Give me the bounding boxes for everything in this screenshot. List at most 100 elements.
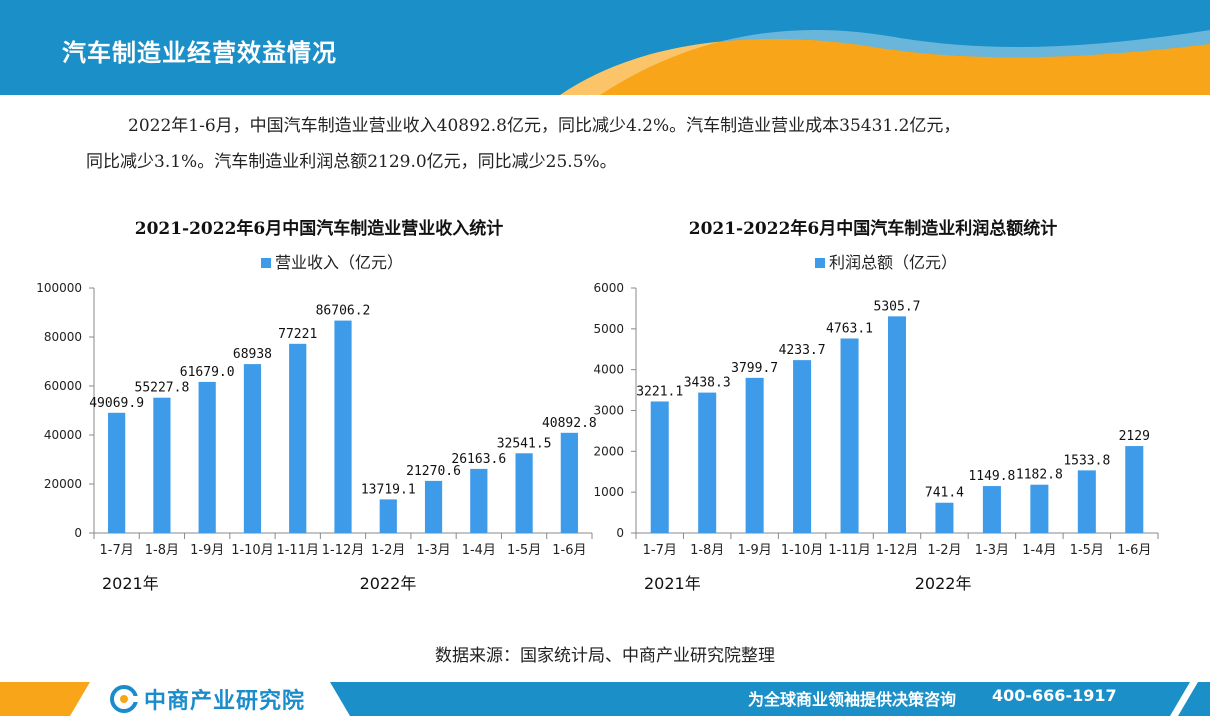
bar	[198, 381, 216, 533]
logo-icon	[110, 685, 138, 713]
x-tick-label: 1-7月	[100, 543, 134, 558]
bar	[108, 412, 126, 533]
x-tick-label: 1-10月	[231, 543, 274, 558]
y-tick-label: 100000	[36, 281, 82, 295]
year-label-2021: 2021年	[102, 574, 159, 593]
summary-line-1: 2022年1-6月，中国汽车制造业营业收入40892.8亿元，同比减少4.2%。…	[128, 116, 961, 136]
x-tick-label: 1-2月	[927, 543, 961, 558]
x-tick-label: 1-3月	[975, 543, 1009, 558]
y-tick-label: 6000	[593, 281, 624, 295]
bar	[560, 432, 578, 533]
y-tick-label: 0	[74, 526, 82, 540]
year-label-2022: 2022年	[360, 574, 417, 593]
y-tick-label: 2000	[593, 444, 624, 458]
data-label: 61679.0	[180, 365, 235, 380]
summary-text: 2022年1-6月，中国汽车制造业营业收入40892.8亿元，同比减少4.2%。…	[86, 108, 1166, 180]
bar	[1077, 470, 1096, 533]
x-tick-label: 1-10月	[781, 543, 824, 558]
bar	[1125, 446, 1144, 533]
data-label: 86706.2	[316, 304, 371, 319]
data-label: 2129	[1119, 429, 1150, 444]
footer-phone: 400-666-1917	[992, 686, 1117, 705]
summary-line-2: 同比减少3.1%。汽车制造业利润总额2129.0亿元，同比减少25.5%。	[86, 152, 617, 172]
data-label: 1149.8	[968, 469, 1015, 484]
data-label: 1533.8	[1063, 453, 1110, 468]
bar	[650, 401, 669, 533]
logo-text: 中商产业研究院	[144, 689, 306, 714]
revenue-chart: 2021-2022年6月中国汽车制造业营业收入统计 营业收入（亿元） 0 20000 4…	[0, 210, 600, 614]
data-label: 40892.8	[542, 416, 597, 431]
bar	[887, 316, 907, 533]
x-tick-label: 1-4月	[462, 543, 496, 558]
profit-chart: 2021-2022年6月中国汽车制造业利润总额统计利润总额（亿元） 0 1000 20…	[593, 210, 1200, 614]
data-label: 3799.7	[731, 361, 778, 376]
data-label: 741.4	[925, 486, 964, 501]
bar	[840, 338, 859, 533]
x-tick-label: 1-9月	[190, 543, 224, 558]
legend-label: 利润总额（亿元）	[829, 253, 957, 272]
x-tick-label: 1-9月	[738, 543, 772, 558]
x-tick-label: 1-12月	[322, 543, 365, 558]
data-label: 68938	[233, 347, 272, 362]
bar	[470, 468, 488, 533]
data-label: 21270.6	[406, 464, 461, 479]
x-tick-label: 1-11月	[828, 543, 871, 558]
page-title: 汽车制造业经营效益情况	[62, 39, 337, 67]
legend-swatch	[261, 258, 271, 268]
data-label: 3438.3	[684, 376, 731, 391]
data-label: 4763.1	[826, 322, 873, 337]
data-label: 77221	[278, 327, 317, 342]
bar	[424, 480, 443, 533]
data-label: 4233.7	[779, 343, 826, 358]
bar	[745, 377, 764, 533]
header-banner: 汽车制造业经营效益情况	[0, 0, 1210, 95]
x-tick-label: 1-6月	[552, 543, 586, 558]
data-label: 32541.5	[497, 436, 552, 451]
x-tick-label: 1-4月	[1022, 543, 1056, 558]
bar	[289, 343, 307, 533]
bar	[379, 499, 397, 533]
y-tick-label: 60000	[44, 379, 82, 393]
y-tick-label: 40000	[44, 428, 82, 442]
y-tick-label: 3000	[593, 404, 624, 418]
x-tick-label: 1-12月	[876, 543, 919, 558]
bar	[982, 486, 1001, 533]
x-tick-label: 1-5月	[1070, 543, 1104, 558]
bar	[153, 397, 171, 533]
data-label: 13719.1	[361, 482, 416, 497]
x-tick-label: 1-6月	[1117, 543, 1151, 558]
x-tick-label: 1-11月	[276, 543, 319, 558]
bar	[935, 502, 954, 533]
data-label: 55227.8	[135, 381, 190, 396]
data-label: 26163.6	[451, 452, 506, 467]
bar	[793, 360, 812, 533]
x-tick-label: 1-8月	[145, 543, 179, 558]
x-tick-label: 1-7月	[643, 543, 677, 558]
footer-bar	[0, 682, 1210, 716]
data-label: 3221.1	[636, 384, 683, 399]
data-label: 1182.8	[1016, 468, 1063, 483]
bar	[698, 392, 717, 533]
y-tick-label: 4000	[593, 363, 624, 377]
chart-title: 2021-2022年6月中国汽车制造业利润总额统计	[689, 218, 1058, 239]
data-label: 49069.9	[89, 396, 144, 411]
bar	[334, 320, 352, 533]
data-label: 5305.7	[874, 299, 921, 314]
header-background	[0, 0, 1210, 95]
legend-label: 营业收入（亿元）	[275, 253, 403, 272]
x-tick-label: 1-8月	[690, 543, 724, 558]
bar	[243, 364, 262, 533]
x-tick-label: 1-5月	[507, 543, 541, 558]
bar	[515, 453, 533, 533]
year-label-2021: 2021年	[644, 574, 701, 593]
data-source: 数据来源：国家统计局、中商产业研究院整理	[435, 646, 775, 666]
y-tick-label: 0	[616, 526, 624, 540]
y-tick-label: 1000	[593, 485, 624, 499]
year-label-2022: 2022年	[915, 574, 972, 593]
x-tick-label: 1-2月	[371, 543, 405, 558]
brand-logo: 中商产业研究院	[110, 683, 305, 715]
y-tick-label: 20000	[44, 477, 82, 491]
footer-slogan: 为全球商业领袖提供决策咨询	[748, 690, 957, 709]
